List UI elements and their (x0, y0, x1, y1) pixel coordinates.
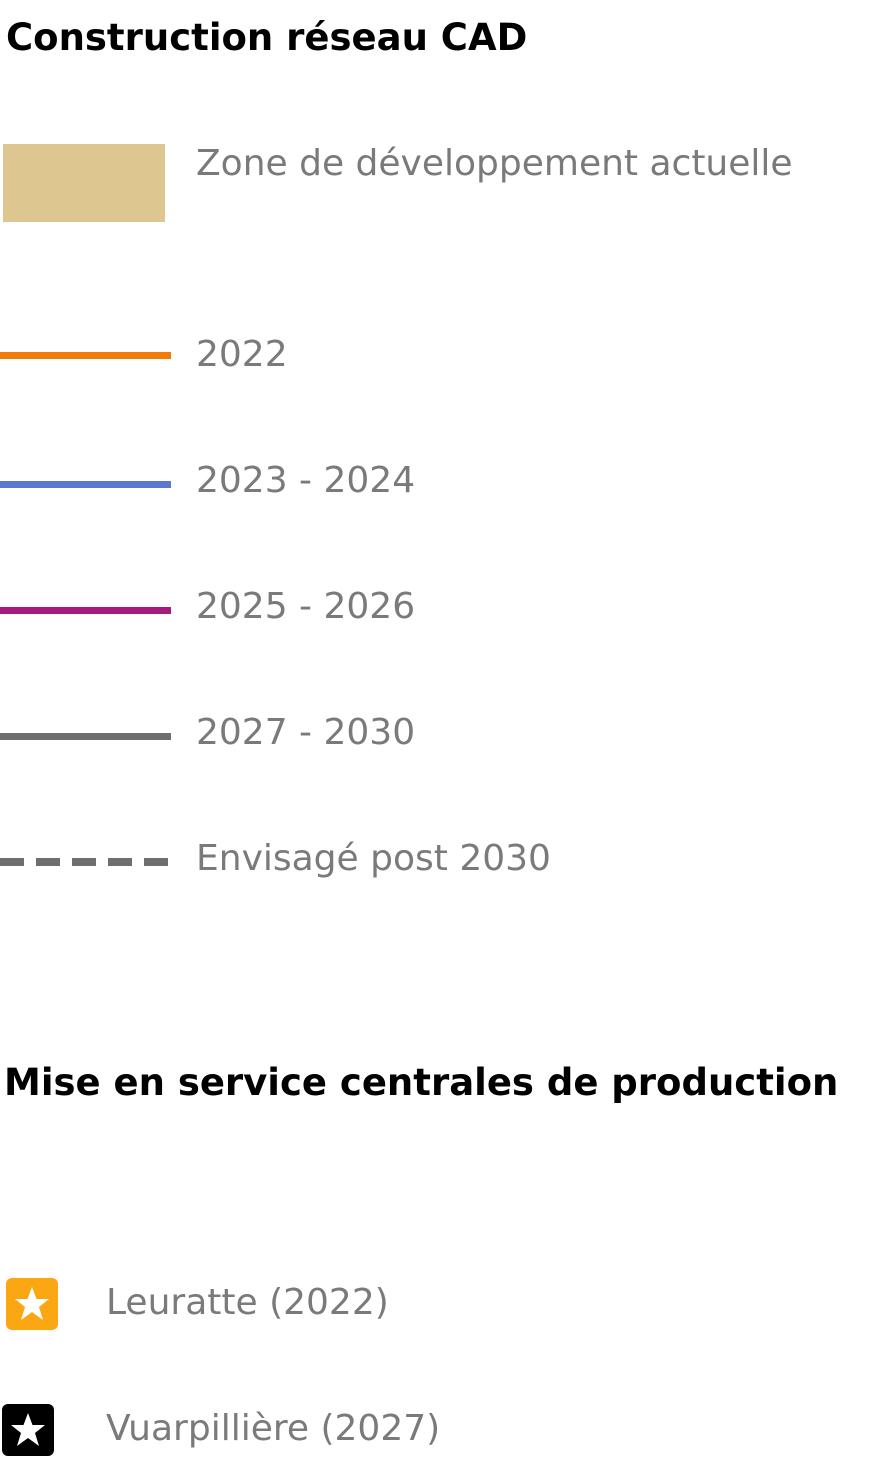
legend-dashed-line (0, 858, 172, 866)
legend-line (0, 352, 171, 359)
zone-swatch (3, 144, 165, 222)
section-title: Mise en service centrales de production (4, 1061, 839, 1104)
legend-line (0, 607, 171, 614)
legend-label: 2023 - 2024 (196, 460, 416, 501)
legend-label: 2025 - 2026 (196, 586, 416, 627)
legend-line (0, 481, 171, 488)
legend-line (0, 733, 171, 740)
plant-icon (2, 1404, 54, 1456)
legend-label: Leuratte (2022) (106, 1282, 389, 1323)
legend-label: Vuarpillière (2027) (106, 1408, 441, 1449)
legend-label: 2022 (196, 334, 288, 375)
legend-label: 2027 - 2030 (196, 712, 416, 753)
plant-icon (6, 1278, 58, 1330)
star (11, 1413, 45, 1446)
section-title: Construction réseau CAD (6, 16, 528, 59)
legend-label: Zone de développement actuelle (196, 143, 793, 184)
legend-label: Envisagé post 2030 (196, 838, 551, 879)
star (15, 1287, 49, 1320)
